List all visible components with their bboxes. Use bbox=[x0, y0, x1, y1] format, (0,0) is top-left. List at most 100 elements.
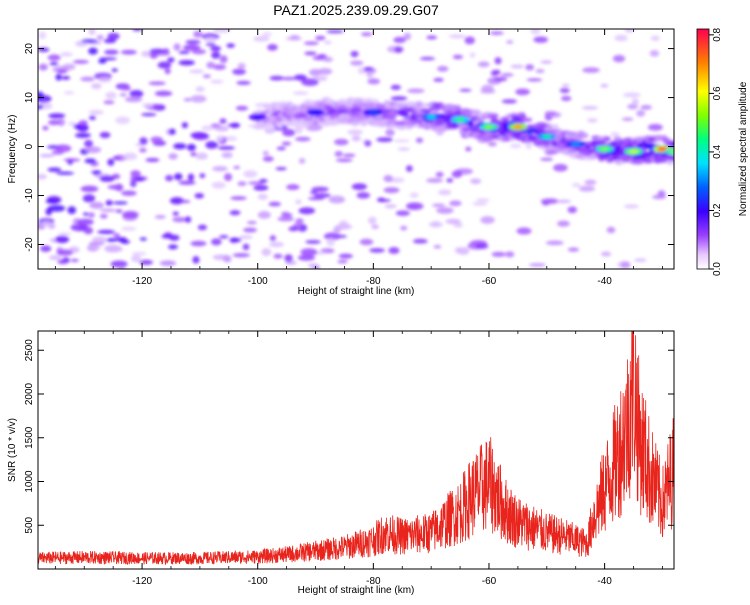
noise-blob bbox=[544, 111, 557, 116]
noise-blob bbox=[624, 29, 634, 33]
colorbar-tick-label: 0.8 bbox=[712, 27, 723, 41]
noise-blob bbox=[191, 49, 207, 55]
noise-blob bbox=[449, 200, 462, 207]
noise-blob bbox=[640, 104, 652, 110]
noise-blob bbox=[510, 64, 524, 69]
noise-blob bbox=[107, 184, 124, 190]
noise-blob bbox=[359, 238, 374, 246]
noise-blob bbox=[269, 241, 284, 248]
noise-blob bbox=[183, 97, 192, 102]
noise-blob bbox=[364, 140, 372, 147]
spectrogram-y-axis-label: Frequency (Hz) bbox=[7, 115, 18, 184]
noise-blob bbox=[141, 103, 154, 108]
noise-blob bbox=[282, 128, 296, 137]
noise-blob bbox=[212, 29, 231, 33]
noise-blob bbox=[154, 214, 166, 219]
x-tick-label: -60 bbox=[482, 276, 497, 287]
ridge-blob bbox=[500, 135, 512, 142]
x-tick-label: -120 bbox=[132, 276, 152, 287]
noise-blob bbox=[335, 158, 353, 163]
noise-blob bbox=[542, 202, 550, 206]
ridge-blob bbox=[291, 105, 298, 111]
noise-blob bbox=[438, 189, 452, 196]
noise-blob bbox=[383, 174, 393, 183]
snr-panel: -120 -100 -80 -60 -40 500 1000 1500 2000 2500 He… bbox=[7, 330, 675, 596]
x-tick-label: -100 bbox=[248, 576, 268, 587]
noise-blob bbox=[139, 259, 153, 266]
noise-blob bbox=[199, 173, 206, 179]
spectrogram-frame bbox=[37, 28, 675, 270]
noise-blob bbox=[42, 125, 49, 131]
noise-blob bbox=[91, 83, 102, 90]
noise-blob bbox=[530, 29, 541, 35]
ridge-peak bbox=[599, 147, 610, 151]
noise-blob bbox=[288, 226, 299, 232]
noise-blob bbox=[371, 224, 379, 230]
noise-blob bbox=[96, 34, 104, 41]
noise-blob bbox=[525, 64, 535, 71]
ridge-blob bbox=[415, 100, 423, 108]
noise-blob bbox=[405, 202, 424, 210]
noise-blob bbox=[120, 87, 132, 91]
noise-blob bbox=[229, 122, 241, 129]
ridge-blob bbox=[568, 147, 576, 153]
ridge-blob bbox=[631, 158, 645, 165]
noise-blob bbox=[326, 238, 335, 247]
noise-blob bbox=[295, 199, 302, 205]
noise-blob bbox=[115, 209, 123, 213]
noise-blob bbox=[74, 132, 91, 138]
noise-blob bbox=[431, 203, 446, 207]
noise-blob bbox=[111, 68, 118, 72]
noise-blob bbox=[190, 95, 207, 103]
noise-blob bbox=[338, 253, 353, 259]
y-tick-label: 2500 bbox=[24, 339, 35, 362]
noise-blob bbox=[161, 234, 172, 239]
ridge-blob bbox=[378, 119, 387, 125]
noise-blob bbox=[506, 40, 514, 44]
noise-blob bbox=[181, 122, 189, 129]
noise-blob bbox=[105, 91, 117, 100]
noise-blob bbox=[361, 32, 373, 37]
noise-blob bbox=[169, 197, 184, 205]
noise-blob bbox=[112, 156, 121, 160]
noise-blob bbox=[409, 192, 419, 199]
noise-blob bbox=[55, 235, 70, 244]
noise-blob bbox=[221, 151, 233, 159]
noise-blob bbox=[239, 234, 253, 240]
noise-blob bbox=[99, 175, 115, 182]
noise-blob bbox=[99, 57, 117, 61]
noise-blob bbox=[304, 51, 317, 56]
noise-blob bbox=[649, 50, 660, 57]
noise-blob bbox=[206, 61, 216, 69]
noise-blob bbox=[99, 213, 108, 219]
noise-blob bbox=[452, 54, 464, 60]
noise-blob bbox=[132, 29, 143, 32]
noise-blob bbox=[614, 34, 628, 42]
noise-blob bbox=[650, 35, 660, 41]
ridge-blob bbox=[276, 123, 283, 128]
noise-blob bbox=[38, 104, 44, 110]
noise-blob bbox=[63, 158, 81, 162]
noise-blob bbox=[309, 190, 318, 195]
noise-blob bbox=[578, 185, 596, 192]
noise-blob bbox=[481, 84, 494, 93]
noise-blob bbox=[189, 69, 205, 74]
y-tick-label: -20 bbox=[24, 237, 35, 252]
noise-blob bbox=[293, 74, 307, 81]
noise-blob bbox=[600, 251, 612, 257]
noise-blob bbox=[412, 238, 428, 244]
noise-blob bbox=[545, 240, 564, 246]
noise-blob bbox=[205, 141, 219, 149]
noise-blob bbox=[400, 225, 408, 231]
noise-blob bbox=[273, 253, 283, 259]
snr-y-ticks: 500 1000 1500 2000 2500 bbox=[24, 339, 674, 534]
noise-blob bbox=[621, 117, 634, 121]
noise-blob bbox=[121, 226, 137, 231]
noise-blob bbox=[187, 173, 195, 182]
noise-blob bbox=[210, 79, 224, 84]
noise-blob bbox=[76, 218, 94, 226]
noise-blob bbox=[559, 87, 570, 94]
ridge-blob bbox=[521, 118, 533, 122]
noise-blob bbox=[433, 77, 444, 82]
x-tick-label: -40 bbox=[597, 576, 612, 587]
